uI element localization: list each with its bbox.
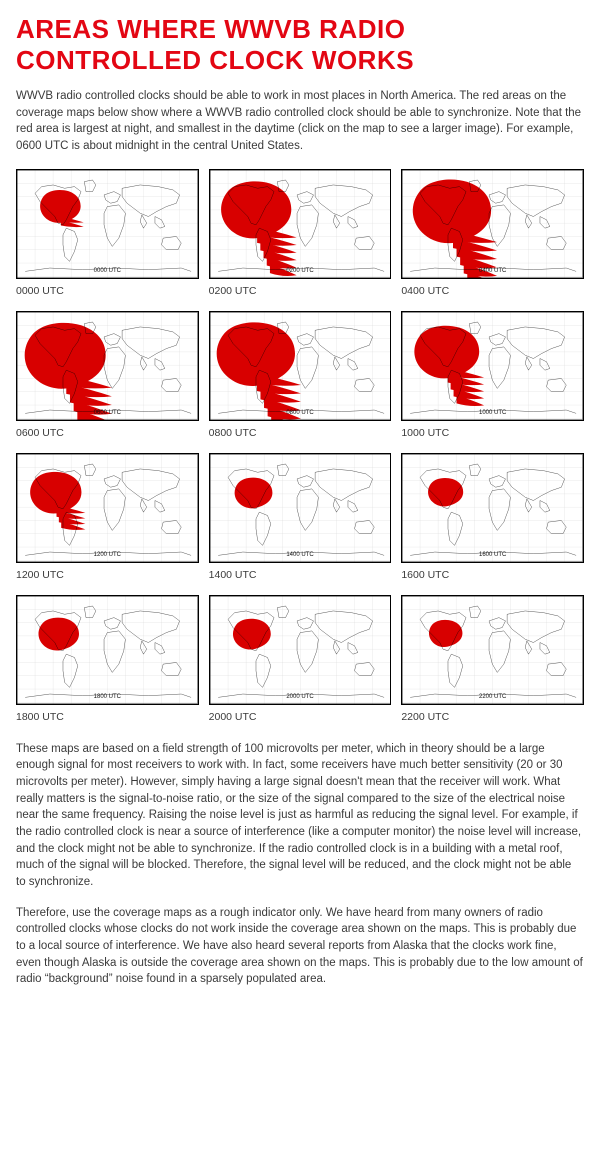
coverage-map-cell: 2000 UTC 2000 UTC <box>209 595 392 723</box>
coverage-map-cell: 1000 UTC 1000 UTC <box>401 311 584 439</box>
coverage-map-link[interactable]: 1000 UTC <box>401 311 584 421</box>
coverage-map-cell: 0200 UTC 0200 UTC <box>209 169 392 297</box>
coverage-map-cell: 0000 UTC 0000 UTC <box>16 169 199 297</box>
map-caption: 1000 UTC <box>401 427 584 439</box>
page-title: AREAS WHERE WWVB RADIO CONTROLLED CLOCK … <box>16 14 584 76</box>
map-caption: 1800 UTC <box>16 711 199 723</box>
map-caption: 0400 UTC <box>401 285 584 297</box>
coverage-map-cell: 0600 UTC 0600 UTC <box>16 311 199 439</box>
coverage-map-link[interactable]: 1600 UTC <box>401 453 584 563</box>
coverage-map-link[interactable]: 1200 UTC <box>16 453 199 563</box>
coverage-map-link[interactable]: 0800 UTC <box>209 311 392 421</box>
coverage-map-cell: 0800 UTC 0800 UTC <box>209 311 392 439</box>
map-caption: 1600 UTC <box>401 569 584 581</box>
coverage-map-link[interactable]: 0400 UTC <box>401 169 584 279</box>
coverage-map-link[interactable]: 0000 UTC <box>16 169 199 279</box>
coverage-map-link[interactable]: 2200 UTC <box>401 595 584 705</box>
coverage-map-link[interactable]: 2000 UTC <box>209 595 392 705</box>
coverage-map-link[interactable]: 1800 UTC <box>16 595 199 705</box>
intro-paragraph: WWVB radio controlled clocks should be a… <box>16 88 584 155</box>
coverage-map-cell: 0400 UTC 0400 UTC <box>401 169 584 297</box>
coverage-map-cell: 1400 UTC 1400 UTC <box>209 453 392 581</box>
coverage-map-grid: 0000 UTC0000 UTC0200 UTC0200 UTC0400 UTC… <box>16 169 584 723</box>
map-caption: 2200 UTC <box>401 711 584 723</box>
coverage-map-cell: 1200 UTC 1200 UTC <box>16 453 199 581</box>
explanation-paragraph-1: These maps are based on a field strength… <box>16 741 584 891</box>
map-caption: 0000 UTC <box>16 285 199 297</box>
map-caption: 0200 UTC <box>209 285 392 297</box>
coverage-map-link[interactable]: 0600 UTC <box>16 311 199 421</box>
map-caption: 1200 UTC <box>16 569 199 581</box>
coverage-map-cell: 2200 UTC 2200 UTC <box>401 595 584 723</box>
coverage-map-link[interactable]: 0200 UTC <box>209 169 392 279</box>
map-caption: 0600 UTC <box>16 427 199 439</box>
map-caption: 0800 UTC <box>209 427 392 439</box>
map-caption: 1400 UTC <box>209 569 392 581</box>
explanation-paragraph-2: Therefore, use the coverage maps as a ro… <box>16 905 584 988</box>
coverage-map-cell: 1600 UTC 1600 UTC <box>401 453 584 581</box>
coverage-map-link[interactable]: 1400 UTC <box>209 453 392 563</box>
coverage-map-cell: 1800 UTC 1800 UTC <box>16 595 199 723</box>
map-caption: 2000 UTC <box>209 711 392 723</box>
